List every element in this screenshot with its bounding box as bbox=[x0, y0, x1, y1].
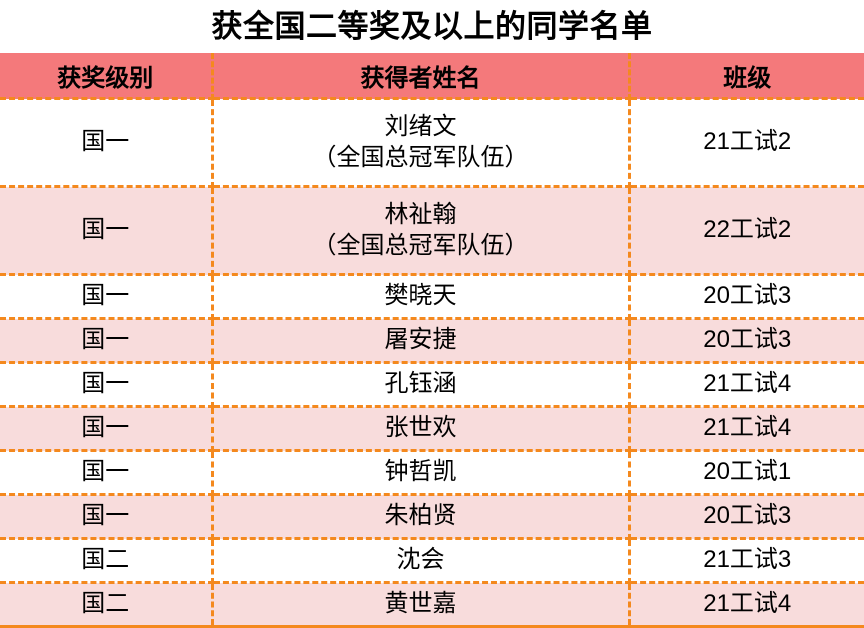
cell-class: 21工试2 bbox=[629, 98, 864, 188]
page-title: 获全国二等奖及以上的同学名单 bbox=[211, 9, 653, 44]
cell-award-level: 国一 bbox=[0, 318, 214, 364]
table-row: 国一 樊晓天 20工试3 bbox=[0, 274, 864, 320]
cell-award-level: 国一 bbox=[0, 274, 214, 320]
recipient-name-text: 刘绪文 bbox=[384, 112, 457, 140]
recipient-name-text: 黄世嘉 bbox=[384, 590, 457, 618]
cell-award-level: 国一 bbox=[0, 494, 214, 540]
recipient-name-text: 孔钰涵 bbox=[384, 370, 457, 398]
recipient-name-text: 张世欢 bbox=[384, 414, 457, 442]
column-header-class: 班级 bbox=[629, 53, 864, 100]
cell-recipient-name: 樊晓天 bbox=[212, 274, 631, 320]
cell-recipient-name: 屠安捷 bbox=[212, 318, 631, 364]
recipient-name-text: 沈会 bbox=[396, 546, 445, 574]
recipient-name-text: 屠安捷 bbox=[384, 326, 457, 354]
cell-recipient-name: 张世欢 bbox=[212, 406, 631, 452]
cell-award-level: 国二 bbox=[0, 582, 214, 628]
cell-award-level: 国一 bbox=[0, 362, 214, 408]
cell-class: 21工试4 bbox=[629, 362, 864, 408]
table-row: 国一 屠安捷 20工试3 bbox=[0, 318, 864, 364]
cell-class: 21工试4 bbox=[629, 406, 864, 452]
recipient-name-text: 樊晓天 bbox=[384, 282, 457, 310]
table-row: 国一 朱柏贤 20工试3 bbox=[0, 494, 864, 540]
cell-class: 21工试4 bbox=[629, 582, 864, 628]
recipient-name-text: 林祉翰 bbox=[384, 200, 457, 228]
table-row: 国一 张世欢 21工试4 bbox=[0, 406, 864, 452]
table-header-row: 获奖级别 获得者姓名 班级 bbox=[0, 53, 864, 100]
award-table: 获奖级别 获得者姓名 班级 国一 刘绪文 （全国总冠军队伍） 21工试2 国一 林祉翰 （全… bbox=[0, 53, 864, 628]
cell-recipient-name: 刘绪文 （全国总冠军队伍） bbox=[212, 98, 631, 188]
cell-class: 20工试3 bbox=[629, 318, 864, 364]
cell-class: 22工试2 bbox=[629, 186, 864, 276]
table-row: 国一 林祉翰 （全国总冠军队伍） 22工试2 bbox=[0, 186, 864, 276]
recipient-name-note: （全国总冠军队伍） bbox=[312, 143, 529, 171]
cell-award-level: 国一 bbox=[0, 186, 214, 276]
recipient-name-text: 朱柏贤 bbox=[384, 502, 457, 530]
cell-class: 20工试1 bbox=[629, 450, 864, 496]
cell-recipient-name: 钟哲凯 bbox=[212, 450, 631, 496]
cell-award-level: 国二 bbox=[0, 538, 214, 584]
table-row: 国一 钟哲凯 20工试1 bbox=[0, 450, 864, 496]
cell-award-level: 国一 bbox=[0, 406, 214, 452]
cell-recipient-name: 孔钰涵 bbox=[212, 362, 631, 408]
table-row: 国二 黄世嘉 21工试4 bbox=[0, 582, 864, 628]
cell-class: 20工试3 bbox=[629, 274, 864, 320]
recipient-name-note: （全国总冠军队伍） bbox=[312, 231, 529, 259]
cell-recipient-name: 林祉翰 （全国总冠军队伍） bbox=[212, 186, 631, 276]
cell-recipient-name: 朱柏贤 bbox=[212, 494, 631, 540]
cell-recipient-name: 沈会 bbox=[212, 538, 631, 584]
cell-class: 21工试3 bbox=[629, 538, 864, 584]
column-header-level: 获奖级别 bbox=[0, 53, 214, 100]
table-row: 国一 孔钰涵 21工试4 bbox=[0, 362, 864, 408]
cell-class: 20工试3 bbox=[629, 494, 864, 540]
recipient-name-text: 钟哲凯 bbox=[384, 458, 457, 486]
cell-recipient-name: 黄世嘉 bbox=[212, 582, 631, 628]
cell-award-level: 国一 bbox=[0, 450, 214, 496]
table-row: 国一 刘绪文 （全国总冠军队伍） 21工试2 bbox=[0, 98, 864, 188]
table-body: 国一 刘绪文 （全国总冠军队伍） 21工试2 国一 林祉翰 （全国总冠军队伍） 22工试2 国一… bbox=[0, 98, 864, 628]
page-title-bar: 获全国二等奖及以上的同学名单 bbox=[0, 0, 864, 53]
cell-award-level: 国一 bbox=[0, 98, 214, 188]
table-row: 国二 沈会 21工试3 bbox=[0, 538, 864, 584]
column-header-name: 获得者姓名 bbox=[212, 53, 631, 100]
